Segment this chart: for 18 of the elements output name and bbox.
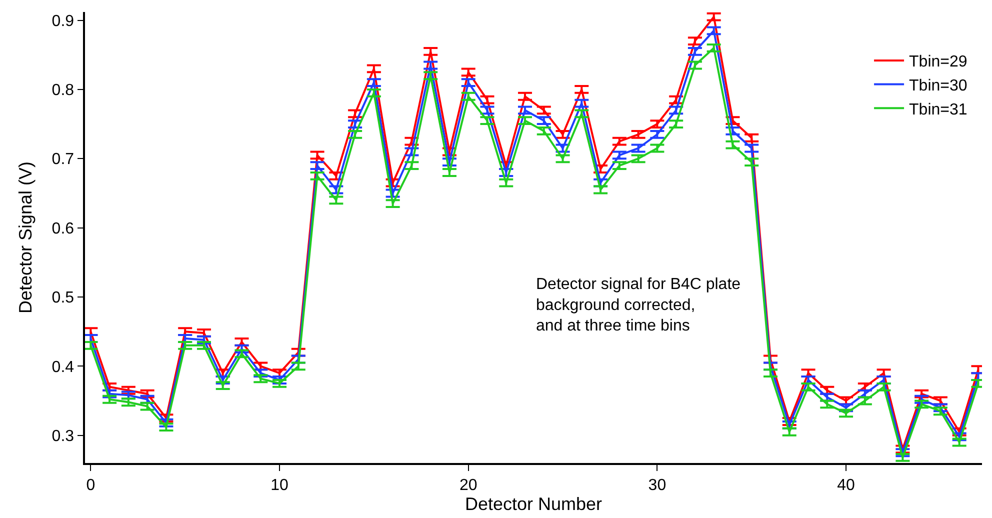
y-tick-label: 0.4 [52,358,74,376]
x-tick-label: 0 [86,476,96,494]
x-tick-label: 20 [459,476,478,494]
x-tick-label: 30 [648,476,666,494]
legend-label: Tbin=30 [909,78,968,95]
y-axis-title: Detector Signal (V) [16,161,36,314]
y-tick-label: 0.9 [52,12,74,30]
y-tick-label: 0.6 [52,220,74,238]
x-tick-label: 10 [270,476,289,494]
legend-label: Tbin=31 [909,101,968,118]
y-tick-label: 0.5 [52,290,74,307]
legend-label: Tbin=29 [909,54,968,71]
x-axis-title: Detector Number [464,494,602,514]
x-tick-label: 40 [837,476,856,494]
annotation: Detector signal for B4C plate background corrected, and at three time bins [536,276,741,335]
y-tick-label: 0.3 [52,428,74,445]
y-tick-label: 0.7 [52,151,74,168]
y-tick-label: 0.8 [52,82,74,100]
